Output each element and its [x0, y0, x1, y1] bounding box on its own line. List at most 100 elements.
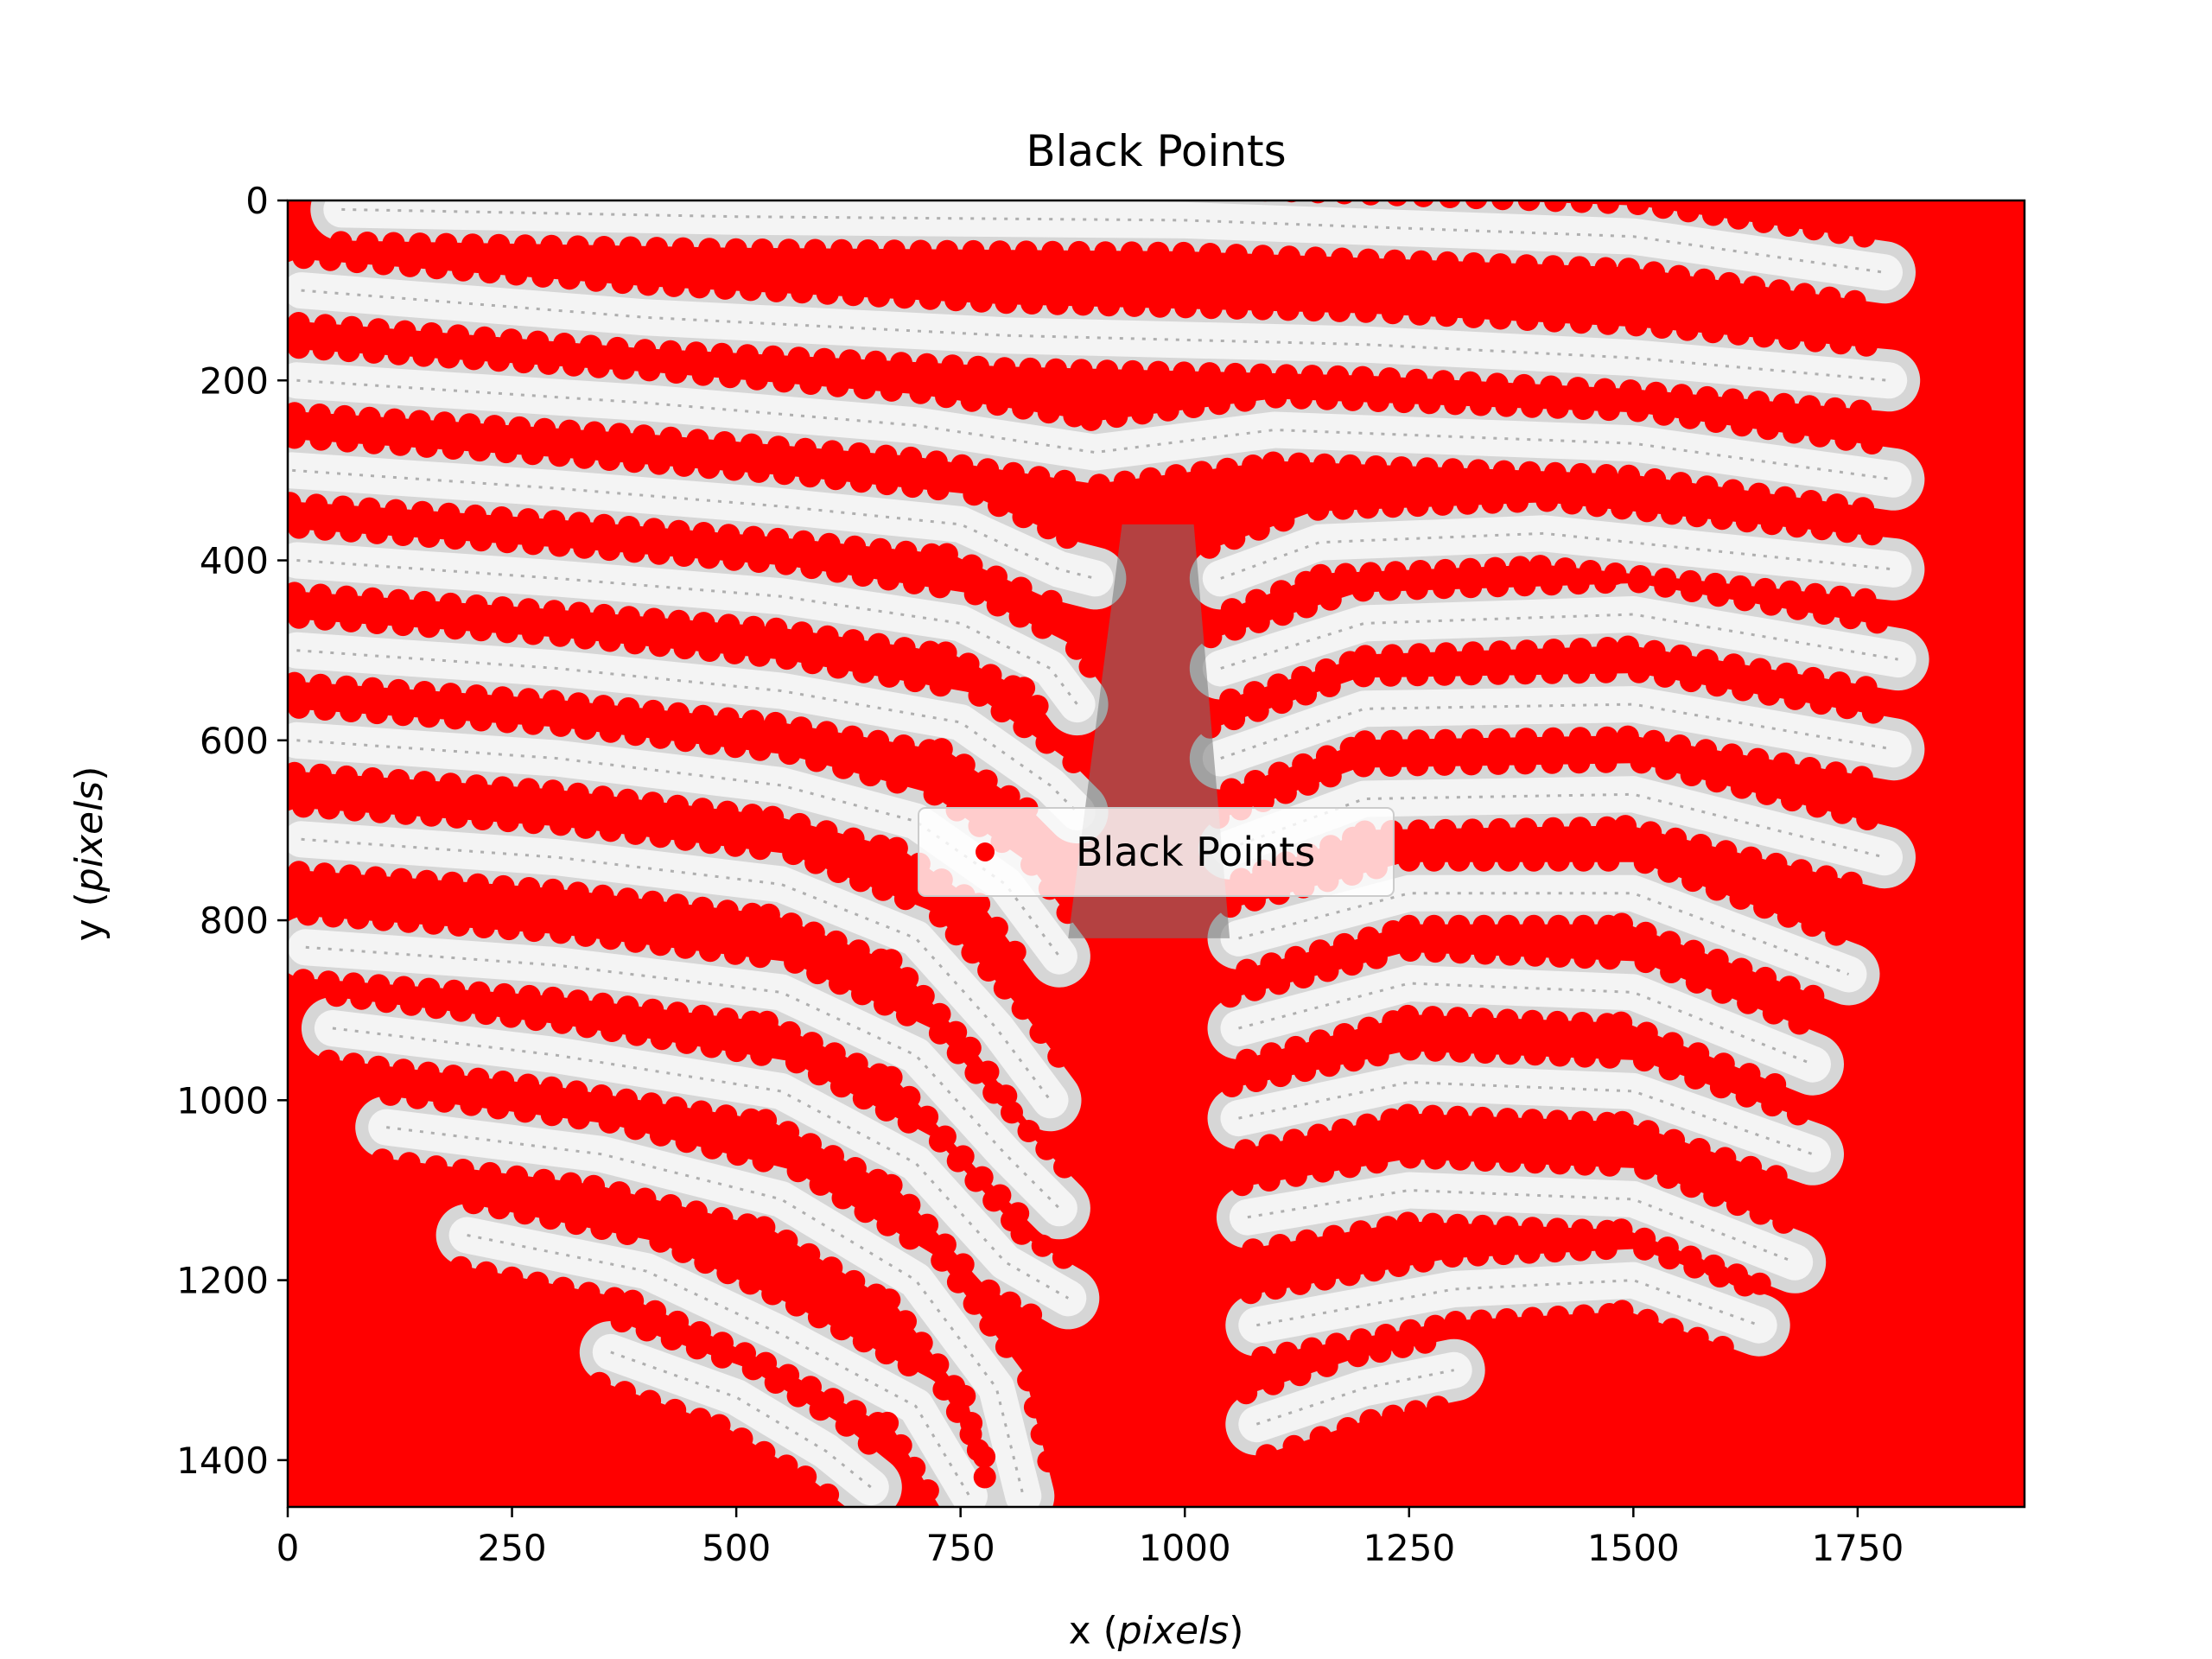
black-point	[868, 537, 892, 561]
black-point	[1037, 401, 1060, 424]
black-point	[893, 637, 916, 660]
black-point	[551, 1276, 575, 1300]
black-point	[1860, 523, 1884, 546]
black-point	[1295, 1229, 1319, 1252]
black-point	[1706, 674, 1729, 697]
stripe-20-highlight	[1238, 1262, 1777, 1344]
black-point	[1788, 1012, 1811, 1035]
black-point	[717, 613, 741, 637]
black-point	[465, 594, 488, 617]
black-point	[1721, 388, 1745, 411]
black-point	[1522, 914, 1545, 938]
black-point	[292, 246, 315, 270]
stripe-17-texture	[386, 1126, 1025, 1497]
black-point	[445, 805, 468, 829]
black-point	[1506, 490, 1529, 513]
black-point	[741, 709, 765, 733]
black-point	[1535, 489, 1559, 512]
black-point	[800, 1032, 823, 1055]
black-point	[1295, 595, 1319, 619]
black-point	[874, 1342, 898, 1365]
black-point	[568, 169, 590, 192]
black-point	[384, 167, 406, 189]
black-point	[1661, 502, 1683, 525]
black-point	[1014, 240, 1038, 264]
black-point	[1095, 175, 1117, 198]
black-point	[674, 729, 697, 753]
black-point	[1627, 660, 1650, 683]
black-point	[708, 1414, 731, 1437]
stripe-15-texture	[332, 1027, 1070, 1300]
black-point	[1352, 754, 1376, 778]
black-point	[765, 617, 788, 640]
black-point	[1546, 396, 1569, 419]
black-point	[692, 522, 715, 544]
black-point	[1758, 683, 1781, 706]
black-point	[993, 976, 1016, 1000]
black-point	[633, 339, 657, 362]
black-point	[1260, 952, 1283, 976]
black-point	[1824, 761, 1847, 785]
black-point	[1065, 637, 1088, 660]
black-point	[777, 238, 800, 262]
black-point	[1492, 1243, 1516, 1266]
black-point	[872, 878, 894, 901]
black-point	[292, 795, 315, 818]
black-point	[632, 424, 656, 448]
black-point	[1147, 176, 1170, 199]
black-point	[1488, 640, 1511, 664]
stripe-6-highlight	[1202, 596, 1916, 687]
black-point	[495, 620, 518, 644]
black-point	[757, 903, 780, 926]
black-point	[1513, 574, 1536, 597]
black-point	[1595, 726, 1618, 749]
black-point	[522, 622, 544, 645]
black-point	[820, 1256, 843, 1280]
black-point	[988, 494, 1010, 518]
black-point	[1094, 241, 1117, 264]
x-tick-label: 1500	[1587, 1527, 1680, 1569]
black-point	[417, 525, 441, 548]
black-point	[894, 1310, 917, 1333]
black-point	[1459, 753, 1483, 776]
y-tick-label: 1200	[176, 1260, 269, 1302]
black-point	[764, 1371, 787, 1394]
black-point	[790, 716, 813, 740]
black-point	[982, 1189, 1006, 1212]
black-point	[688, 276, 711, 299]
black-point	[698, 238, 721, 261]
black-point	[1521, 1217, 1544, 1240]
black-point	[1735, 1084, 1758, 1108]
black-point	[1594, 660, 1618, 683]
black-point	[852, 660, 875, 683]
black-point	[473, 326, 496, 349]
black-point	[1357, 248, 1380, 271]
black-point	[1173, 361, 1196, 385]
black-point	[1643, 639, 1666, 663]
black-point	[612, 357, 635, 380]
black-point	[1777, 905, 1800, 928]
y-tick-label: 600	[200, 720, 269, 762]
black-point	[1739, 846, 1763, 869]
black-point	[1617, 635, 1639, 658]
black-point	[531, 264, 555, 288]
black-point	[1569, 462, 1592, 486]
black-point	[1521, 1009, 1544, 1033]
stripe-14-highlight	[1220, 965, 1831, 1083]
black-point	[498, 918, 520, 941]
black-point	[391, 613, 415, 637]
black-point	[521, 442, 544, 466]
black-point	[746, 367, 768, 391]
black-point	[878, 664, 901, 688]
y-axis-label: y (pixels)	[67, 766, 111, 942]
black-point	[723, 942, 747, 965]
black-point	[1594, 750, 1618, 773]
black-point	[1866, 611, 1889, 634]
black-point	[642, 607, 665, 631]
black-point	[1495, 1308, 1518, 1331]
black-point	[433, 1090, 456, 1113]
x-tick-label: 1000	[1139, 1527, 1231, 1569]
black-point	[755, 1010, 779, 1033]
black-point	[1459, 663, 1483, 686]
black-point	[1224, 244, 1248, 267]
